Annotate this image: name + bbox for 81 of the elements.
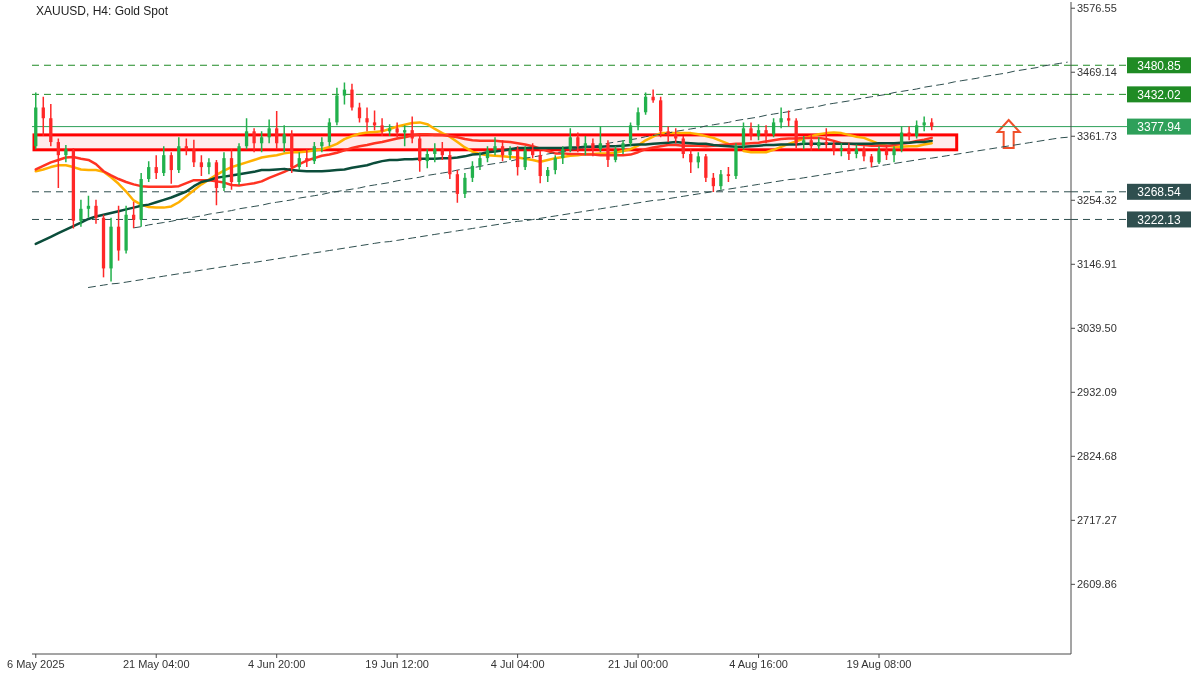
candlestick [922,115,926,133]
candlestick [606,139,610,168]
candlestick [177,136,181,174]
candlestick [553,154,557,175]
y-tick-label: 3254.32 [1077,194,1117,207]
candlestick [463,172,467,199]
chart-title: XAUUSD, H4: Gold Spot [36,4,169,18]
y-tick-label: 3146.91 [1077,258,1117,271]
candlestick [342,81,347,106]
y-tick-label: 3469.14 [1077,66,1117,79]
candlestick [320,136,324,153]
x-tick-label: 4 Jun 20:00 [247,657,306,670]
candlestick [365,106,369,133]
candlestick [267,118,271,144]
y-tick-label: 2717.27 [1077,514,1117,527]
candlestick [94,199,98,225]
y-tick-label: 3361.73 [1077,130,1117,143]
candlestick [455,169,460,204]
candlestick [49,103,53,147]
candlestick [598,125,603,153]
ref-line-label: 3480.85 [1137,58,1182,73]
y-tick-label: 2932.09 [1077,386,1117,399]
x-tick-label: 21 Jul 00:00 [608,657,669,670]
candlestick [147,160,151,183]
candlestick [704,153,708,183]
candlestick [79,199,83,228]
ref-line-label: 3377.94 [1137,120,1182,135]
candlestick [86,194,91,219]
candlestick [252,127,256,153]
candlestick [169,151,173,185]
candlestick [372,109,377,131]
x-tick-label: 21 May 04:00 [122,657,190,670]
candlestick [282,124,286,153]
candlestick [275,110,279,150]
x-tick-label: 4 Jul 04:00 [490,657,545,670]
candlestick [312,141,316,165]
x-tick-label: 19 Jun 12:00 [365,657,429,670]
y-tick-label: 2609.86 [1077,578,1117,591]
y-tick-label: 3576.55 [1077,2,1117,15]
candlestick [199,154,204,177]
candlestick [116,205,121,262]
candlestick [192,138,196,168]
candlestick [538,149,542,184]
candlestick [666,125,670,143]
candlestick [41,96,45,137]
candlestick [628,121,633,147]
x-tick-label: 19 Aug 08:00 [846,657,912,670]
candlestick [493,136,497,156]
candlestick [357,101,362,124]
candlestick [779,106,783,130]
candlestick [448,149,452,180]
candlestick [162,145,166,177]
candlestick [719,169,723,191]
candlestick [350,82,354,112]
candlestick [636,106,640,131]
candlestick [523,145,527,171]
candlestick [470,160,475,183]
x-tick-label: 6 May 2025 [7,657,65,670]
candlestick [515,145,520,177]
ref-line-label: 3432.02 [1137,87,1182,102]
candlestick [433,142,437,164]
candlestick [305,148,309,168]
ref-line-label: 3268.54 [1137,185,1182,200]
candlestick [741,121,746,150]
candlestick [583,135,588,156]
candlestick [259,130,264,153]
candlestick [651,88,655,104]
candlestick [568,127,572,153]
y-tick-label: 3039.50 [1077,322,1117,335]
ref-line-label: 3222.13 [1137,212,1182,227]
candlestick [907,125,911,142]
candlestick [244,117,249,150]
candlestick [403,124,407,147]
candlestick [771,117,776,139]
candlestick [154,154,158,180]
y-tick-label: 2824.68 [1077,450,1117,463]
candlestick [500,139,505,162]
x-tick-label: 4 Aug 16:00 [729,657,788,670]
candlestick [131,200,136,229]
candlestick [207,157,211,175]
candlestick [327,117,332,147]
